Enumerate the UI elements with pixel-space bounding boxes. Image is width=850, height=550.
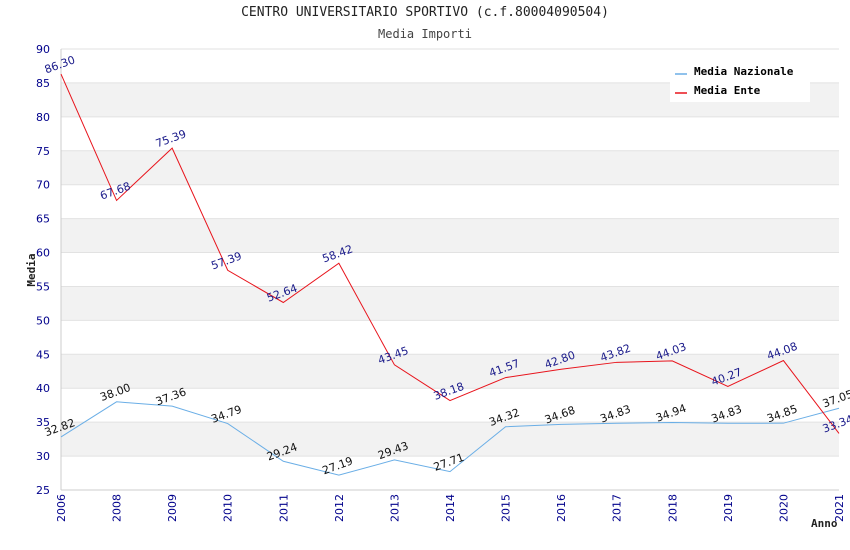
legend: Media Nazionale Media Ente (670, 58, 810, 102)
grid-band (61, 422, 839, 457)
x-tick-label: 2009 (166, 494, 179, 522)
x-tick-label: 2006 (55, 494, 68, 522)
x-axis-label: Anno (811, 517, 838, 530)
grid-band (61, 456, 839, 490)
legend-label-media-ente: Media Ente (694, 84, 761, 97)
axes (60, 49, 839, 491)
y-tick-label: 40 (36, 382, 50, 395)
grid-band (61, 354, 839, 389)
x-tick-label: 2019 (722, 494, 735, 522)
grid-band (61, 150, 839, 185)
y-tick-label: 45 (36, 348, 50, 361)
y-tick-label: 25 (36, 484, 50, 497)
legend-label-media-nazionale: Media Nazionale (694, 65, 794, 78)
x-tick-label: 2010 (222, 494, 235, 522)
y-tick-label: 80 (36, 111, 50, 124)
y-tick-label: 90 (36, 43, 50, 56)
y-tick-label: 85 (36, 77, 50, 90)
y-tick-label: 60 (36, 247, 50, 260)
chart-subtitle: Media Importi (378, 27, 472, 41)
y-tick-label: 50 (36, 314, 50, 327)
grid-band (61, 388, 839, 423)
x-axis-ticks: 2006 2008 2009 2010 2011 2012 2013 2014 2015 2016… (55, 494, 846, 522)
y-tick-label: 70 (36, 179, 50, 192)
legend-box (670, 58, 810, 102)
x-tick-label: 2013 (388, 494, 401, 522)
x-tick-label: 2008 (111, 494, 124, 522)
series-line-media-nazionale (60, 401, 840, 476)
x-tick-label: 2015 (500, 494, 513, 522)
y-tick-label: 35 (36, 416, 50, 429)
x-tick-label: 2012 (333, 494, 346, 522)
grid-bands (61, 48, 839, 491)
series-line-media-ente (60, 73, 840, 434)
series-lines (60, 73, 840, 476)
x-tick-label: 2021 (833, 494, 846, 522)
x-tick-label: 2011 (277, 494, 290, 522)
y-tick-label: 75 (36, 145, 50, 158)
chart-title: CENTRO UNIVERSITARIO SPORTIVO (c.f.80004… (241, 5, 609, 20)
x-tick-label: 2016 (555, 494, 568, 522)
x-tick-label: 2017 (611, 494, 624, 522)
grid-band (61, 286, 839, 321)
grid-band (61, 320, 839, 355)
grid-band (61, 184, 839, 219)
y-tick-label: 65 (36, 213, 50, 226)
x-tick-label: 2018 (666, 494, 679, 522)
x-tick-label: 2014 (444, 494, 457, 522)
y-tick-label: 55 (36, 280, 50, 293)
y-axis-label: Media (25, 253, 38, 286)
x-tick-label: 2020 (777, 494, 790, 522)
grid-band (61, 116, 839, 151)
y-axis-ticks: 25 30 35 40 45 50 55 60 65 70 75 80 85 90 (36, 43, 50, 497)
grid-band (61, 218, 839, 253)
grid-band (61, 252, 839, 287)
y-tick-label: 30 (36, 450, 50, 463)
